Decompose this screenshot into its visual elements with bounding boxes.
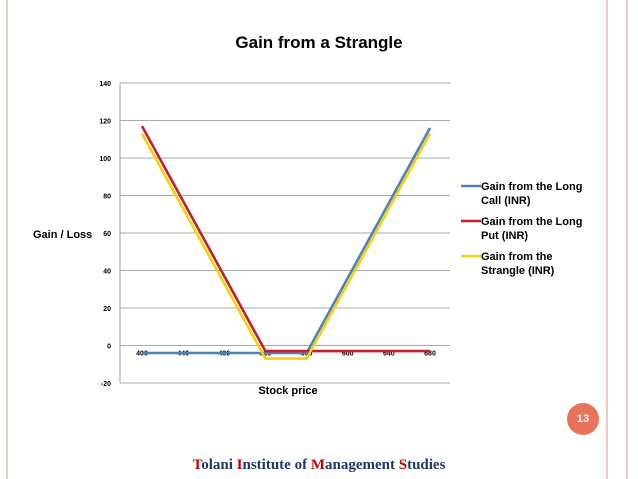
footer-text-part: M	[310, 457, 325, 473]
footer-text-part: S	[398, 457, 408, 473]
footer-text-part: T	[192, 457, 202, 473]
footer-text-part: anagement	[324, 457, 399, 473]
footer-text-part: tudies	[407, 457, 446, 473]
x-tick-label: 640	[383, 351, 395, 358]
legend-label-3: Strangle (INR)	[481, 265, 555, 277]
y-axis-label: Gain / Loss	[33, 229, 92, 241]
slide-left-border	[0, 0, 8, 479]
chart-title: Gain from a Strangle	[235, 33, 402, 52]
y-tick-label: 120	[99, 119, 111, 126]
footer-text-part: olani	[201, 457, 237, 473]
legend-label-3: Gain from the	[481, 251, 553, 263]
y-tick-label: 80	[103, 194, 111, 201]
footer-text-part: nstitute of	[242, 457, 311, 473]
x-axis-label: Stock price	[258, 385, 317, 397]
x-tick-label: 600	[342, 351, 354, 358]
y-tick-label: 40	[103, 269, 111, 276]
legend-label-2: Gain from the Long	[481, 216, 582, 228]
page-number: 13	[576, 413, 590, 425]
y-tick-label: -20	[101, 381, 111, 388]
series-line-3	[140, 132, 432, 360]
y-tick-label: 60	[103, 231, 111, 238]
series-line-2	[140, 125, 430, 353]
footer-institute-name: Tolani Institute of Management Studies	[0, 457, 638, 474]
y-tick-label: 100	[99, 156, 111, 163]
footer-text-part: I	[236, 457, 243, 473]
y-tick-label: 140	[99, 81, 111, 88]
slide-right-border	[606, 0, 628, 479]
series-line-1	[142, 127, 432, 355]
legend-label-1: Gain from the Long	[481, 181, 582, 193]
y-tick-label: 20	[103, 306, 111, 313]
x-tick-label: 680	[424, 351, 436, 358]
page-number-badge: 13	[567, 403, 599, 435]
legend-label-1: Call (INR)	[481, 195, 531, 207]
y-tick-label: 0	[107, 344, 111, 351]
legend-label-2: Put (INR)	[481, 230, 528, 242]
